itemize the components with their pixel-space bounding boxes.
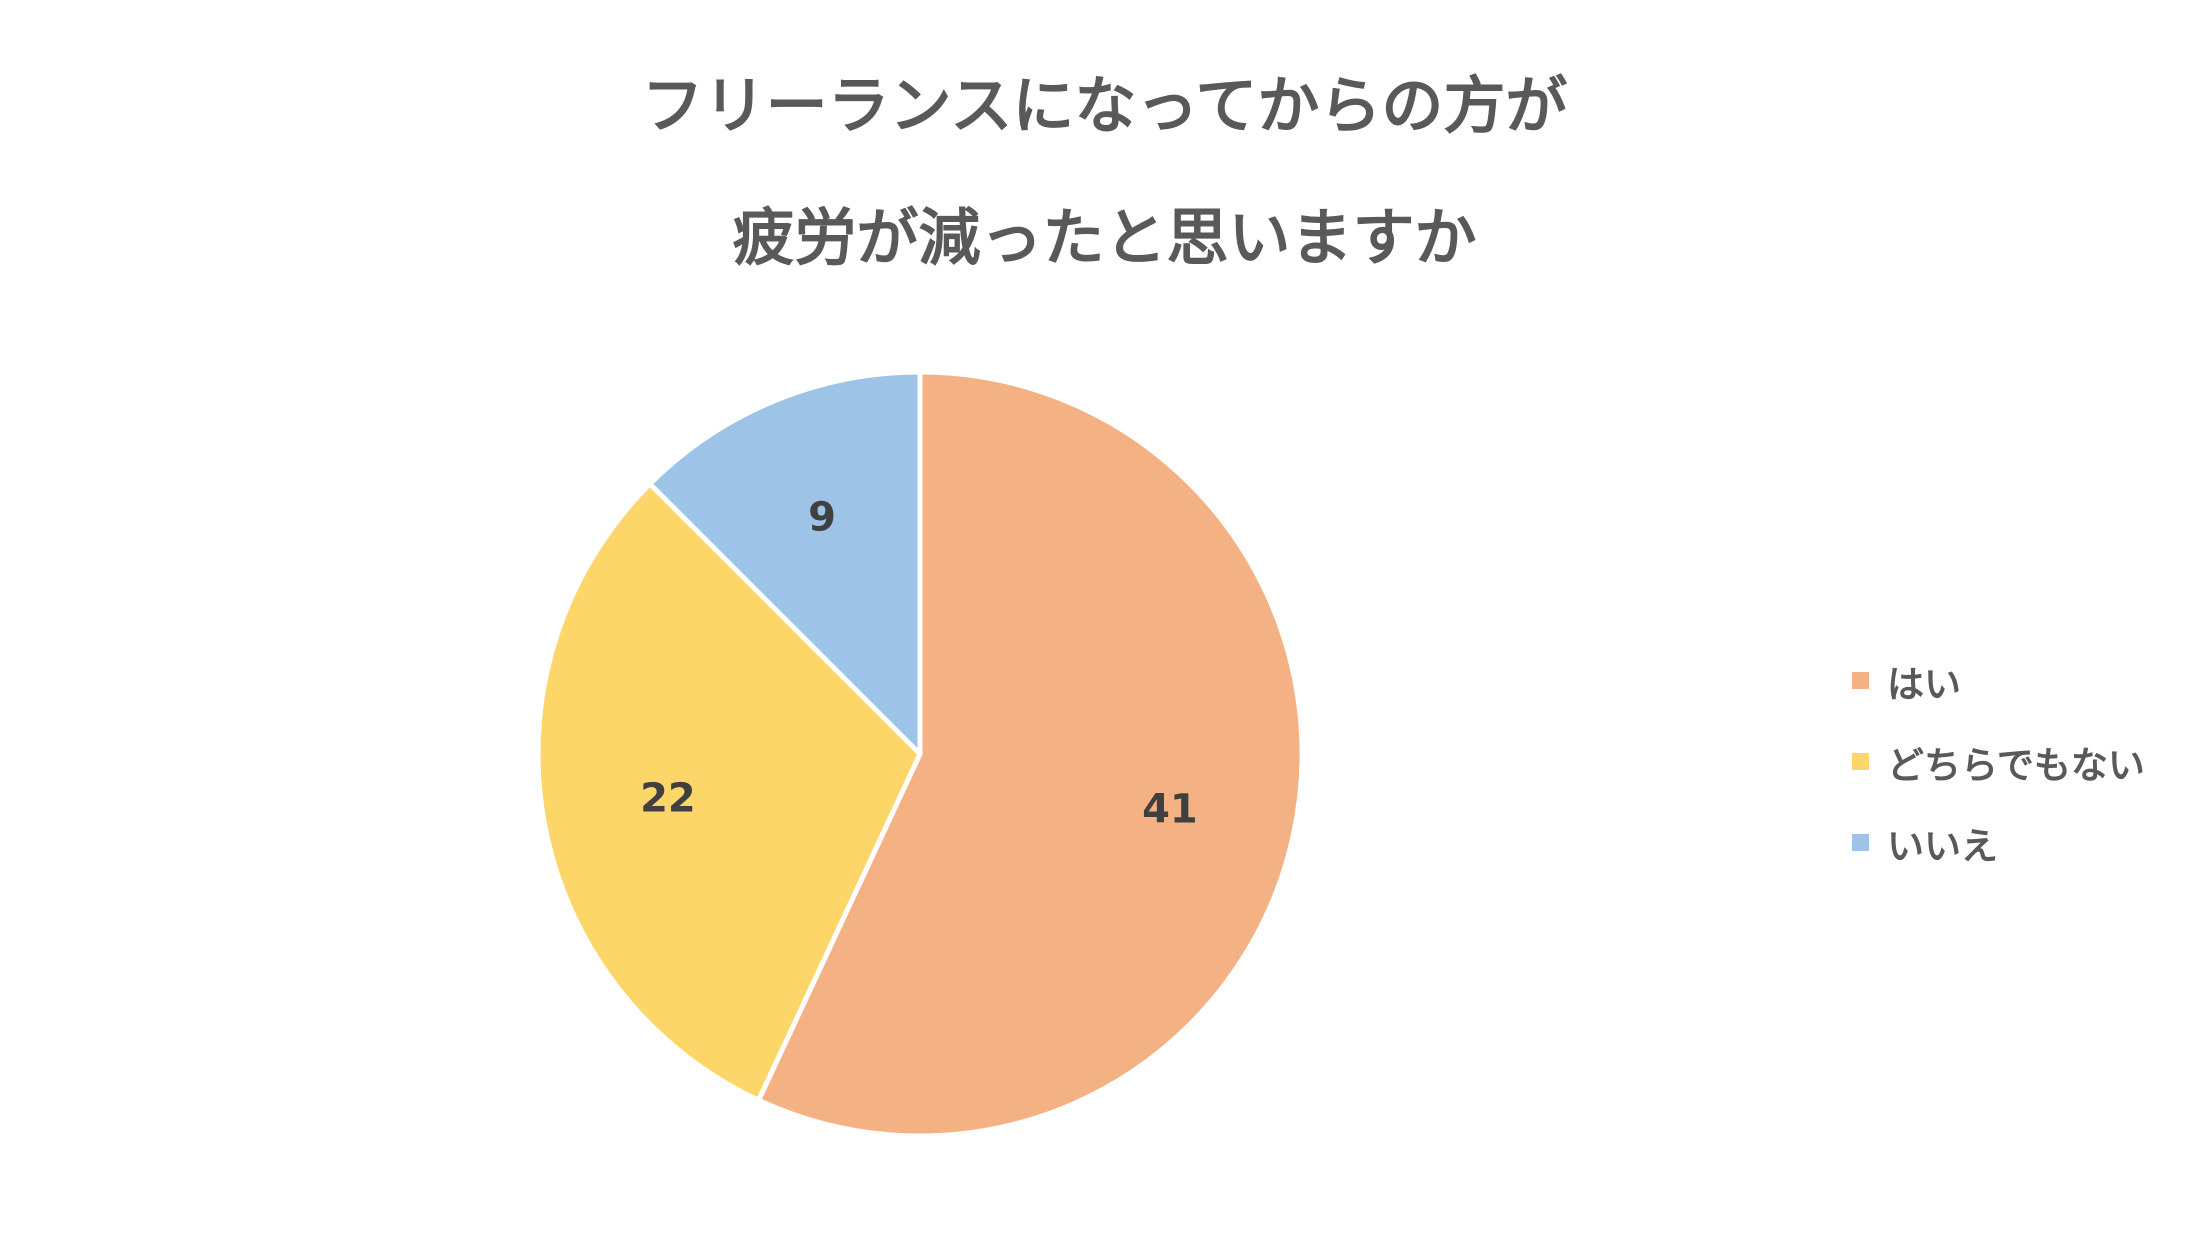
chart-title: フリーランスになってからの方が 疲労が減ったと思いますか [0,40,2209,304]
data-label-dochiramonai: 22 [640,775,696,821]
pie-slice-hai [756,369,1305,1139]
legend-item-dochiramonai: どちらでもない [1852,721,2145,802]
legend: はい どちらでもない いいえ [1852,640,2145,883]
pie-slice-iie [647,369,923,757]
legend-item-iie: いいえ [1852,802,2145,883]
legend-swatch-dochiramonai [1852,753,1869,770]
chart-title-line-1: フリーランスになってからの方が [641,69,1568,142]
legend-label-hai: はい [1887,662,1961,706]
pie-slice-dochiramonai [535,481,923,1103]
data-label-hai: 41 [1142,786,1198,832]
legend-label-dochiramonai: どちらでもない [1887,743,2145,787]
legend-item-hai: はい [1852,640,2145,721]
chart-title-line-2: 疲労が減ったと思いますか [732,201,1477,274]
legend-label-iie: いいえ [1887,824,1998,868]
legend-swatch-iie [1852,834,1869,851]
data-label-iie: 9 [808,495,836,541]
legend-swatch-hai [1852,672,1869,689]
